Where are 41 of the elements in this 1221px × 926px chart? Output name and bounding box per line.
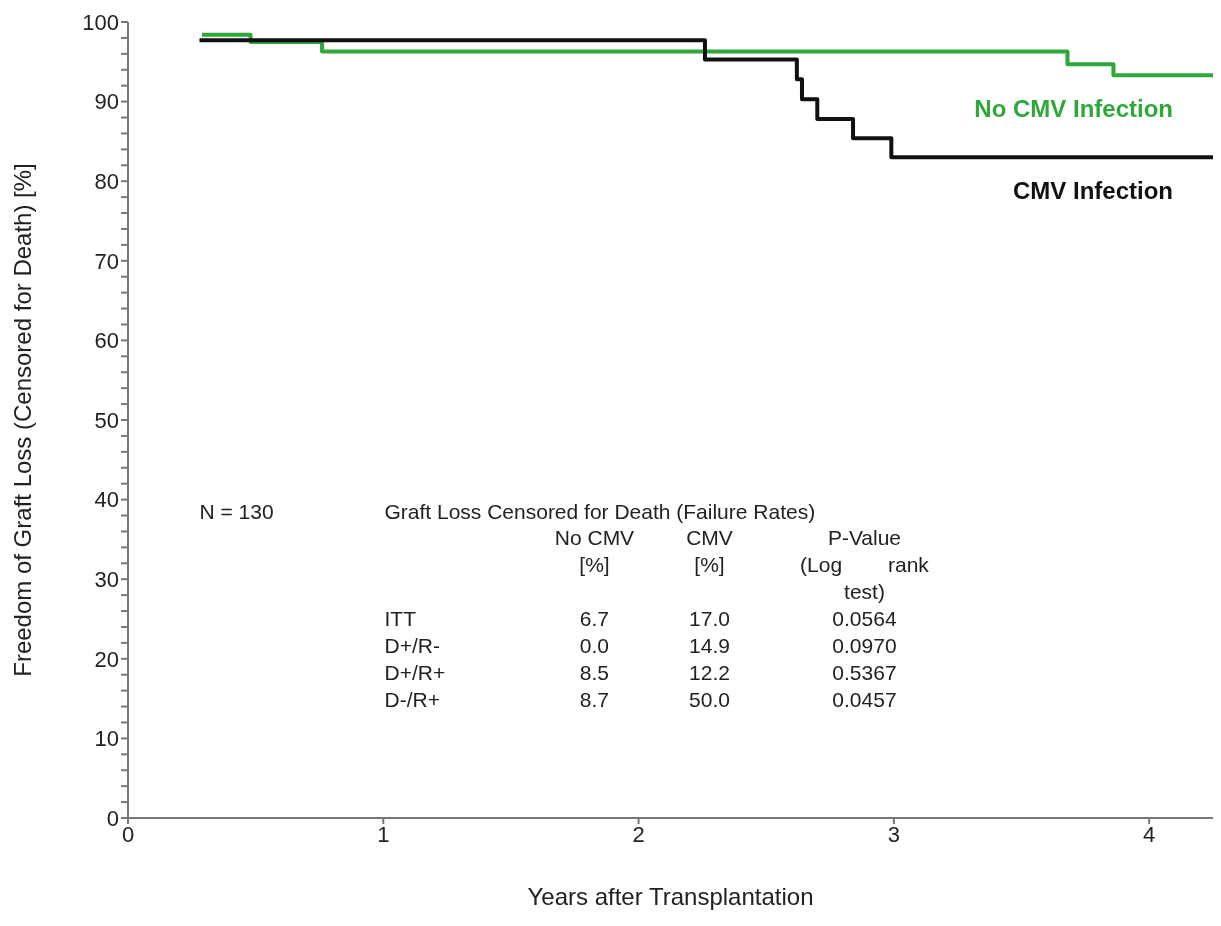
annotation: D+/R- bbox=[384, 632, 441, 659]
annotation: 0.0 bbox=[578, 632, 611, 659]
x-tick-label: 2 bbox=[632, 821, 645, 847]
annotation: 17.0 bbox=[688, 605, 731, 632]
annotation: Graft Loss Censored for Death (Failure Rates) bbox=[384, 499, 816, 524]
annotation: 14.9 bbox=[688, 632, 731, 659]
y-tick-label: 0 bbox=[106, 805, 119, 831]
x-tick-label: 3 bbox=[887, 821, 901, 847]
annotation: 6.7 bbox=[578, 605, 611, 632]
annotation: 8.5 bbox=[578, 659, 611, 686]
annotation: N = 130 bbox=[199, 499, 275, 524]
x-tick-label: 1 bbox=[377, 821, 390, 847]
annotation: P-Value (Log rank test) bbox=[799, 524, 930, 605]
y-tick-label: 20 bbox=[94, 646, 119, 672]
y-tick-label: 40 bbox=[94, 487, 119, 513]
annotation: CMV [%] bbox=[685, 524, 734, 578]
annotation: 50.0 bbox=[688, 686, 731, 713]
x-tick-label: 4 bbox=[1143, 821, 1156, 847]
annotation: 0.0457 bbox=[831, 686, 898, 713]
series-label: CMV Infection bbox=[1013, 177, 1173, 206]
annotation: 0.5367 bbox=[831, 659, 898, 686]
annotation: 0.0564 bbox=[831, 605, 898, 632]
annotation: 12.2 bbox=[688, 659, 731, 686]
y-tick-label: 10 bbox=[94, 726, 119, 752]
annotation: No CMV [%] bbox=[554, 524, 635, 578]
annotation: D-/R+ bbox=[384, 686, 441, 713]
y-tick-label: 80 bbox=[94, 169, 119, 195]
y-tick-label: 50 bbox=[94, 407, 119, 433]
annotation: ITT bbox=[384, 605, 417, 632]
annotation: 8.7 bbox=[578, 686, 611, 713]
y-tick-label: 60 bbox=[94, 328, 119, 354]
y-tick-label: 90 bbox=[94, 89, 119, 115]
y-tick-label: 70 bbox=[94, 248, 119, 274]
annotation: 0.0970 bbox=[831, 632, 898, 659]
annotation: D+/R+ bbox=[384, 659, 447, 686]
y-axis-title: Freedom of Graft Loss (Censored for Death) [%] bbox=[8, 163, 36, 677]
x-axis-title: Years after Transplantation bbox=[527, 883, 814, 910]
series-label: No CMV Infection bbox=[974, 95, 1173, 124]
x-tick-label: 0 bbox=[121, 821, 135, 847]
y-tick-label: 100 bbox=[82, 9, 119, 35]
y-tick-label: 30 bbox=[94, 567, 119, 593]
